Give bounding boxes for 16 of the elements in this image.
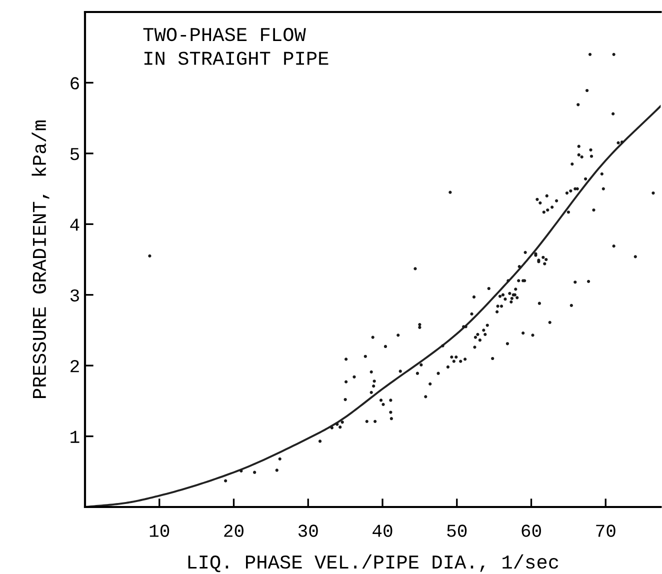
text: TWO-PHASE FLOW IN STRAIGHT PIPE: [143, 28, 328, 65]
y-tick-label: 6: [70, 77, 79, 90]
x-tick-label: 10: [150, 524, 170, 537]
x-tick-label: 60: [522, 524, 541, 537]
y-axis-title: PRESSURE GRADIENT, kPa/m: [32, 120, 50, 398]
y-tick-label: 5: [70, 148, 79, 160]
y-tick-label: 3: [70, 289, 79, 302]
x-tick-label: 20: [224, 524, 244, 537]
x-axis-title: LIQ. PHASE VEL./PIPE DIA., 1/sec: [188, 554, 558, 572]
x-tick-label: 70: [596, 524, 616, 537]
y-tick-label: 2: [70, 360, 79, 372]
x-tick-label: 30: [298, 524, 318, 537]
x-tick-label: 50: [447, 524, 467, 537]
x-tick-label: 40: [372, 524, 392, 537]
y-tick-label: 1: [70, 430, 80, 443]
y-tick-label: 4: [70, 218, 80, 231]
